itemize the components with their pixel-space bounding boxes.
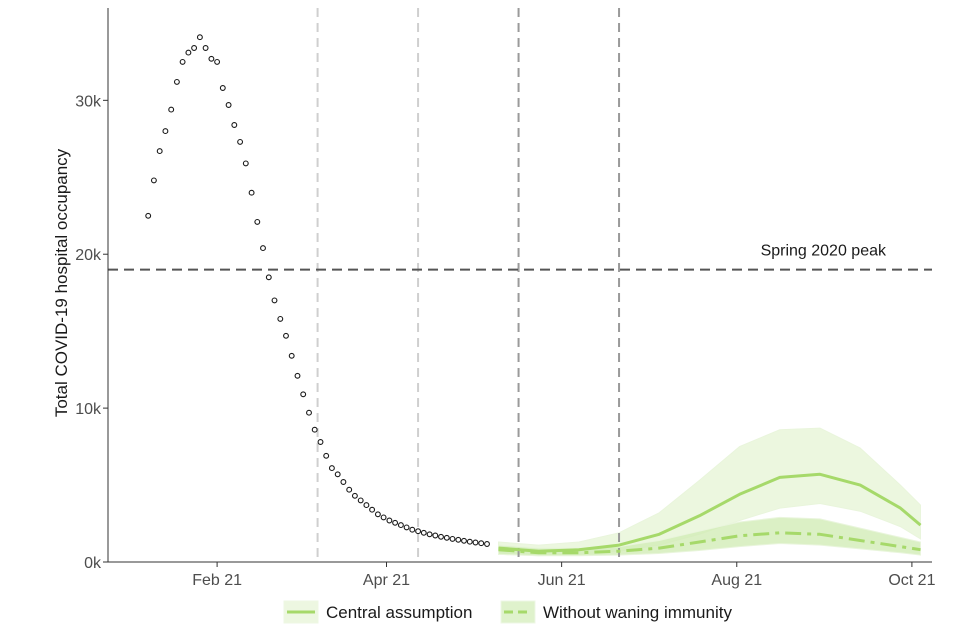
observed-point <box>484 541 490 547</box>
reference-line-group: Spring 2020 peak <box>108 243 932 271</box>
observed-point <box>185 49 192 56</box>
observed-point <box>432 532 439 539</box>
legend: Central assumption Without waning immunit… <box>283 600 732 624</box>
observed-point <box>225 102 232 108</box>
observed-point <box>409 526 416 533</box>
observed-point <box>168 106 175 113</box>
observed-point <box>300 391 307 398</box>
spring-2020-peak-label: Spring 2020 peak <box>761 243 887 260</box>
observed-point <box>271 297 278 304</box>
observed-point <box>438 533 444 540</box>
y-axis-title: Total COVID-19 hospital occupancy <box>52 148 71 417</box>
observed-point <box>466 538 473 545</box>
observed-point <box>386 517 393 524</box>
y-tick-label: 0k <box>84 555 102 572</box>
observed-point <box>145 212 152 219</box>
x-tick-label: Feb 21 <box>192 572 242 589</box>
observed-point <box>346 486 353 493</box>
observed-point <box>242 160 249 167</box>
x-tick-label: Jun 21 <box>538 572 586 589</box>
observed-point <box>449 535 456 542</box>
observed-points <box>145 34 490 547</box>
observed-point <box>173 78 180 85</box>
series-line-waning <box>498 531 921 555</box>
legend-label-0: Central assumption <box>326 603 472 622</box>
x-tick-label: Apr 21 <box>363 572 410 589</box>
observed-point <box>415 528 422 535</box>
observed-point <box>317 439 324 445</box>
observed-point <box>323 452 330 459</box>
observed-point <box>392 519 399 526</box>
observed-point <box>374 511 381 518</box>
observed-point <box>196 34 203 41</box>
y-tick-label: 10k <box>75 401 102 418</box>
observed-point <box>397 522 404 529</box>
observed-point <box>403 524 410 531</box>
observed-point <box>340 479 347 485</box>
observed-point <box>202 45 209 51</box>
observed-point <box>420 529 427 536</box>
observed-point <box>237 138 244 145</box>
axes: 0k 10k 20k 30k Feb 21 Apr 21 Jun 21 Aug 21 Oct 2… <box>75 8 936 589</box>
observed-point <box>156 148 163 155</box>
projection-series <box>498 472 922 555</box>
observed-point <box>369 506 376 513</box>
observed-point <box>208 55 215 62</box>
y-tick-label: 20k <box>75 247 102 264</box>
observed-point <box>380 514 387 521</box>
observed-point <box>472 539 479 546</box>
observed-point <box>357 497 364 504</box>
series-line-central <box>498 472 922 553</box>
legend-label-1: Without waning immunity <box>543 603 732 622</box>
observed-point <box>191 45 198 51</box>
observed-point <box>179 58 186 65</box>
observed-point <box>478 540 485 547</box>
observed-point <box>461 537 467 544</box>
x-tick-label: Oct 21 <box>888 572 935 589</box>
observed-point <box>219 85 226 91</box>
observed-point <box>265 274 272 281</box>
observed-point <box>334 471 341 478</box>
x-tick-label: Aug 21 <box>711 572 762 589</box>
observed-point <box>426 531 433 538</box>
uncertainty-bands <box>498 427 921 557</box>
observed-point <box>363 502 370 509</box>
observed-point <box>283 332 289 339</box>
observed-point <box>150 177 157 184</box>
event-vertical-lines <box>316 8 621 562</box>
observed-point <box>328 465 335 472</box>
observed-point <box>306 409 312 416</box>
observed-point <box>294 372 301 379</box>
observed-point <box>351 492 358 499</box>
observed-point <box>214 58 221 65</box>
observed-point <box>277 315 284 322</box>
observed-point <box>443 534 450 541</box>
observed-point <box>260 245 266 252</box>
observed-point <box>288 352 295 359</box>
observed-point <box>455 536 462 543</box>
observed-point <box>254 218 261 225</box>
y-tick-label: 30k <box>75 93 102 110</box>
observed-point <box>162 128 169 135</box>
observed-point <box>231 122 238 128</box>
observed-point <box>311 426 318 433</box>
observed-point <box>248 189 255 196</box>
